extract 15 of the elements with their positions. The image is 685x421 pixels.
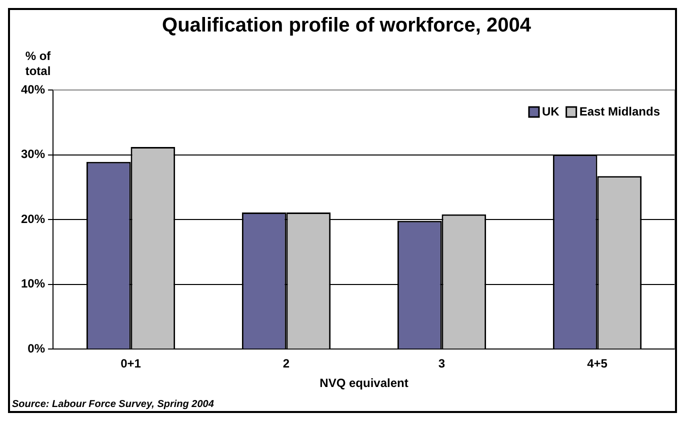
- x-tick-label: 0+1: [120, 356, 142, 371]
- y-tick-label: 40%: [20, 82, 46, 96]
- x-axis-title: NVQ equivalent: [320, 376, 408, 390]
- y-tick-label: 0%: [28, 342, 46, 356]
- y-tick-label: 30%: [20, 147, 46, 162]
- y-axis-title: % of total: [25, 49, 52, 78]
- source-note: Source: Labour Force Survey, Spring 2004: [12, 399, 214, 410]
- chart-title: Qualification profile of workforce, 2004: [162, 14, 532, 37]
- x-tick-label: 2: [282, 356, 290, 371]
- x-tick-label: 3: [438, 356, 446, 371]
- y-tick-label: 20%: [20, 212, 46, 226]
- legend-label: East Midlands: [579, 104, 660, 118]
- x-tick-label: 4+5: [587, 356, 608, 371]
- y-tick-label: 10%: [20, 276, 46, 291]
- legend-label: UK: [542, 104, 560, 118]
